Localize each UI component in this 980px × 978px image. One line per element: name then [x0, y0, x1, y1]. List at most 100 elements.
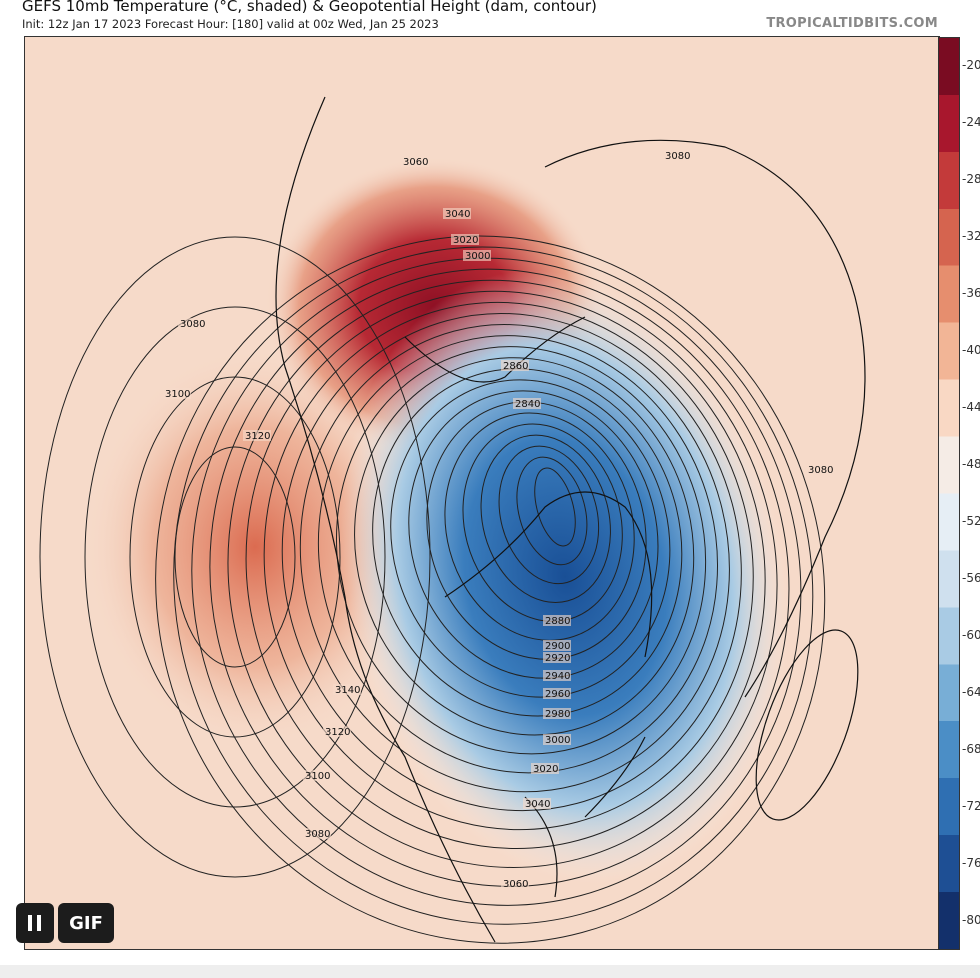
contour-label-bg — [543, 640, 571, 651]
contour-label: 3020 — [453, 235, 478, 246]
contour-label: 2940 — [545, 671, 570, 682]
colorbar-tick: -72 — [962, 799, 980, 813]
contour-label-bg — [501, 360, 529, 371]
contour-label-bg — [243, 430, 271, 441]
contour-label: 2980 — [545, 709, 570, 720]
contour-label: 2900 — [545, 641, 570, 652]
height-contour — [317, 335, 719, 774]
contour-label-bg — [513, 398, 541, 409]
colorbar-tick: -56 — [962, 571, 980, 585]
contour-label: 2880 — [545, 616, 570, 627]
contour-label: 3040 — [525, 799, 550, 810]
contour-label: 3060 — [403, 157, 428, 168]
height-contour — [173, 246, 814, 925]
contour-label-bg — [543, 670, 571, 681]
contour-label-bg — [303, 828, 331, 839]
height-contour — [516, 456, 588, 566]
height-contour — [335, 346, 707, 755]
contour-label: 3100 — [165, 389, 190, 400]
contour-label-bg — [178, 318, 206, 329]
colorbar-tick: -40 — [962, 343, 980, 357]
contour-label: 3000 — [465, 251, 490, 262]
colorbar-tick: -48 — [962, 457, 980, 471]
colorbar-tick: -20 — [962, 58, 980, 72]
height-contour — [209, 268, 790, 887]
height-contour — [281, 312, 742, 812]
colorbar-tick: -76 — [962, 856, 980, 870]
contour-label-bg — [663, 150, 691, 161]
contour-labels: 3060 3040 3020 3000 2860 2840 3080 3080 3080 3100… — [163, 150, 834, 890]
pause-icon — [28, 915, 41, 931]
pause-button[interactable] — [16, 903, 54, 943]
contour-label: 2920 — [545, 653, 570, 664]
height-contour-high — [174, 446, 296, 668]
height-contour-high — [84, 306, 386, 808]
height-contour — [191, 257, 802, 906]
colorbar-tick: -32 — [962, 229, 980, 243]
contour-label: 3040 — [445, 209, 470, 220]
colorbar-tick: -60 — [962, 628, 980, 642]
height-contour — [354, 357, 695, 736]
contour-label-bg — [531, 763, 559, 774]
height-contour — [372, 368, 683, 717]
contour-label-bg — [163, 388, 191, 399]
contour-label: 3080 — [665, 151, 690, 162]
contour-label-bg — [543, 688, 571, 699]
height-contour — [299, 324, 730, 793]
height-contour-high — [129, 376, 341, 738]
contour-label-bg — [463, 250, 491, 261]
contour-label-bg — [543, 652, 571, 663]
contour-label-bg — [451, 234, 479, 245]
height-contour — [480, 434, 611, 604]
height-contour — [498, 445, 600, 585]
contour-label: 3080 — [180, 319, 205, 330]
colorbar-tick: -52 — [962, 514, 980, 528]
page-footer-strip — [0, 965, 980, 978]
height-contour — [263, 301, 754, 831]
warm-anomaly-west — [85, 347, 425, 747]
height-contour — [155, 235, 826, 944]
contour-label-bg — [806, 464, 834, 475]
contour-label: 3120 — [245, 431, 270, 442]
contour-label-bg — [303, 770, 331, 781]
contour-label: 2960 — [545, 689, 570, 700]
contour-label: 3000 — [545, 735, 570, 746]
map-subtitle: Init: 12z Jan 17 2023 Forecast Hour: [18… — [22, 17, 439, 31]
contour-label-bg — [501, 878, 529, 889]
contour-label-bg — [443, 208, 471, 219]
brand-watermark: TROPICALTIDBITS.COM — [766, 16, 938, 31]
contour-label-bg — [333, 684, 361, 695]
contour-label: 3020 — [533, 764, 558, 775]
gif-button[interactable]: GIF — [58, 903, 114, 943]
contour-label-bg — [543, 708, 571, 719]
height-contour — [390, 379, 671, 698]
contour-label: 2860 — [503, 361, 528, 372]
contour-label: 3120 — [325, 727, 350, 738]
contour-label-bg — [401, 156, 429, 167]
temperature-colorbar — [938, 37, 960, 950]
contour-label: 3100 — [305, 771, 330, 782]
height-contour — [227, 279, 778, 868]
colorbar-tick: -64 — [962, 685, 980, 699]
contour-label: 3060 — [503, 879, 528, 890]
height-contour — [245, 290, 766, 850]
height-contour — [444, 412, 635, 641]
height-contour-high — [39, 236, 431, 878]
colorbar-tick: -80 — [962, 913, 980, 927]
weather-map: 3060 3040 3020 3000 2860 2840 3080 3080 3080 3100… — [24, 36, 940, 950]
map-title: GEFS 10mb Temperature (°C, shaded) & Geo… — [22, 0, 597, 15]
contour-label: 3080 — [305, 829, 330, 840]
contour-label-bg — [523, 798, 551, 809]
cold-vortex — [340, 270, 790, 884]
contour-label: 3080 — [808, 465, 833, 476]
colorbar-tick: -36 — [962, 286, 980, 300]
colorbar-tick: -44 — [962, 400, 980, 414]
colorbar-tick: -68 — [962, 742, 980, 756]
colorbar-tick: -28 — [962, 172, 980, 186]
contour-label-bg — [323, 726, 351, 737]
contour-label: 3140 — [335, 685, 360, 696]
contour-label: 2840 — [515, 399, 540, 410]
contour-label-bg — [543, 615, 571, 626]
colorbar-tick: -24 — [962, 115, 980, 129]
height-contour — [534, 467, 576, 547]
